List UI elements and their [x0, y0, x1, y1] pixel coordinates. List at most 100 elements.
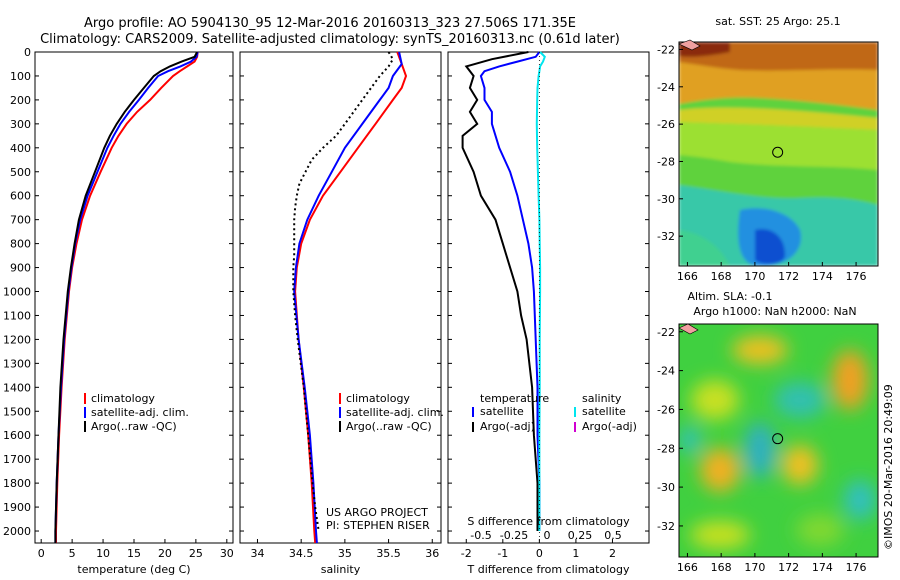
float-position-marker — [772, 433, 784, 445]
map-x-tick-label: 170 — [744, 561, 765, 574]
depth-tick-label: 800 — [10, 238, 31, 251]
salinity-panel: 34 34.5 35 35.5 36 salinity climatologysatelli… — [239, 51, 444, 576]
series-line — [479, 51, 541, 531]
plot-frame — [239, 51, 442, 544]
sst-map: sat. SST: 25 Argo: 25.1 166 168 170 172 174 1… — [657, 15, 879, 283]
land-icon — [678, 39, 701, 51]
land-icon — [678, 323, 699, 335]
map-y-tick-label: -32 — [657, 230, 675, 243]
depth-tick-label: 1200 — [3, 333, 31, 346]
x-tick-label: 10 — [96, 547, 110, 560]
map-x-tick-label: 172 — [778, 561, 799, 574]
legend-entry: satellite — [582, 405, 626, 418]
plot-frame — [447, 51, 650, 544]
legend-entry: Argo(-adj) — [480, 420, 535, 433]
map-y-tick-label: -30 — [657, 193, 675, 206]
series-line — [55, 51, 199, 543]
series-line — [54, 51, 198, 543]
depth-tick-label: 0 — [24, 46, 31, 59]
x-tick-label: -1 — [497, 547, 508, 560]
sst-map-frame — [678, 41, 879, 267]
x-tick-label: 0 — [38, 547, 45, 560]
series-line — [535, 51, 546, 531]
map-y-tick-label: -24 — [657, 365, 675, 378]
legend-entry: satellite-adj. clim. — [346, 406, 444, 419]
sla-map: Altim. SLA: -0.1 Argo h1000: NaN h2000: … — [657, 290, 879, 574]
legend-entry: Argo(..raw -QC) — [346, 420, 432, 433]
x-axis-label: temperature (deg C) — [77, 563, 190, 576]
depth-tick-label: 1300 — [3, 357, 31, 370]
map-x-tick-label: 166 — [677, 561, 698, 574]
title-line-2: Climatology: CARS2009. Satellite-adjuste… — [40, 32, 620, 47]
s-tick-label: 0.5 — [604, 529, 622, 542]
series-line — [461, 51, 539, 531]
map-y-tick-label: -32 — [657, 520, 675, 533]
x-tick-label: 36 — [425, 547, 439, 560]
x-axis-label: salinity — [321, 563, 361, 576]
map-x-tick-label: 174 — [812, 561, 833, 574]
legend-entry: climatology — [91, 392, 155, 405]
depth-tick-label: 2000 — [3, 525, 31, 538]
sla-map-subtitle: Argo h1000: NaN h2000: NaN — [693, 305, 856, 318]
legend-header: temperature — [480, 392, 549, 405]
map-y-tick-label: -24 — [657, 81, 675, 94]
s-tick-label: 0.25 — [568, 529, 593, 542]
x-tick-label: -2 — [461, 547, 472, 560]
s-axis-label: S difference from climatology — [467, 515, 630, 528]
x-tick-label: 0 — [536, 547, 543, 560]
map-y-tick-label: -22 — [657, 326, 675, 339]
watermark: ©IMOS 20-Mar-2016 20:49:09 — [882, 384, 895, 550]
series-line — [294, 51, 408, 544]
depth-tick-label: 1900 — [3, 501, 31, 514]
depth-tick-label: 400 — [10, 142, 31, 155]
depth-tick-label: 900 — [10, 262, 31, 275]
depth-tick-label: 100 — [10, 70, 31, 83]
legend-header: salinity — [582, 392, 622, 405]
x-tick-label: 15 — [127, 547, 141, 560]
x-tick-label: 34.5 — [289, 547, 314, 560]
map-x-tick-label: 174 — [812, 270, 833, 283]
x-tick-label: 25 — [189, 547, 203, 560]
map-x-tick-label: 168 — [711, 561, 732, 574]
x-tick-label: 5 — [69, 547, 76, 560]
map-y-tick-label: -30 — [657, 481, 675, 494]
depth-tick-label: 1100 — [3, 309, 31, 322]
x-tick-label: 35.5 — [376, 547, 401, 560]
map-y-tick-label: -28 — [657, 155, 675, 168]
float-position-marker — [772, 146, 784, 158]
sst-map-title: sat. SST: 25 Argo: 25.1 — [715, 15, 840, 28]
x-tick-label: 30 — [220, 547, 234, 560]
x-tick-label: 1 — [572, 547, 579, 560]
s-tick-label: -0.25 — [500, 529, 528, 542]
depth-tick-label: 1000 — [3, 286, 31, 299]
s-tick-label: -0.5 — [470, 529, 491, 542]
sla-map-frame — [678, 323, 879, 558]
legend-entry: Argo(..raw -QC) — [91, 420, 177, 433]
depth-tick-label: 1600 — [3, 429, 31, 442]
legend-entry: Argo(-adj) — [582, 420, 637, 433]
x-tick-label: 35 — [338, 547, 352, 560]
x-tick-label: 2 — [609, 547, 616, 560]
depth-tick-label: 1500 — [3, 405, 31, 418]
legend-entry: satellite-adj. clim. — [91, 406, 189, 419]
x-tick-label: 34 — [250, 547, 264, 560]
project-annotation: US ARGO PROJECT — [326, 506, 428, 519]
depth-tick-label: 200 — [10, 94, 31, 107]
x-tick-label: 20 — [158, 547, 172, 560]
map-y-tick-label: -28 — [657, 442, 675, 455]
depth-tick-label: 1800 — [3, 477, 31, 490]
depth-tick-label: 700 — [10, 214, 31, 227]
map-y-tick-label: -26 — [657, 403, 675, 416]
s-tick-label: 0 — [544, 529, 551, 542]
depth-tick-label: 300 — [10, 118, 31, 131]
temperature-panel: 0100200300400500600700800900100011001200… — [3, 46, 234, 576]
depth-tick-label: 1400 — [3, 381, 31, 394]
map-x-tick-label: 176 — [846, 561, 867, 574]
map-y-tick-label: -22 — [657, 43, 675, 56]
legend-entry: climatology — [346, 392, 410, 405]
series-line — [293, 51, 403, 544]
map-x-tick-label: 176 — [846, 270, 867, 283]
depth-tick-label: 1700 — [3, 453, 31, 466]
plot-frame — [34, 51, 234, 544]
